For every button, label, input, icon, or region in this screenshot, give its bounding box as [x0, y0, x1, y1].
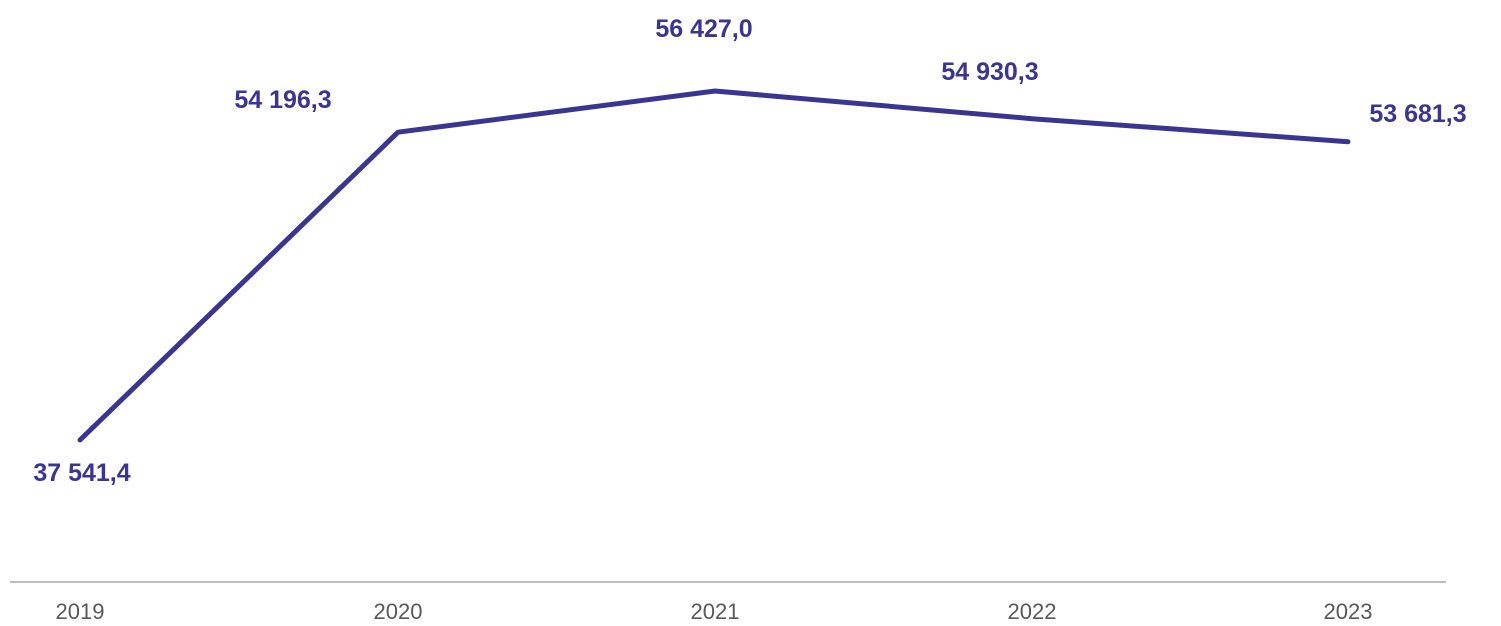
- data-label-2019: 37 541,4: [33, 459, 130, 487]
- data-label-2023: 53 681,3: [1369, 100, 1466, 128]
- x-tick-label-2022: 2022: [1008, 599, 1057, 624]
- series-layer: [77, 88, 1351, 443]
- series-line: [77, 88, 1351, 443]
- x-tick-label-2023: 2023: [1324, 599, 1373, 624]
- x-axis-tick-labels: 2019 2020 2021 2022 2023: [56, 599, 1373, 624]
- data-label-2022: 54 930,3: [941, 58, 1038, 86]
- x-tick-label-2019: 2019: [56, 599, 105, 624]
- data-label-2021: 56 427,0: [655, 15, 752, 43]
- x-tick-label-2021: 2021: [691, 599, 740, 624]
- data-label-2020: 54 196,3: [234, 86, 331, 114]
- x-tick-label-2020: 2020: [374, 599, 423, 624]
- data-labels: 37 541,4 54 196,3 56 427,0 54 930,3 53 681,3: [33, 15, 1466, 487]
